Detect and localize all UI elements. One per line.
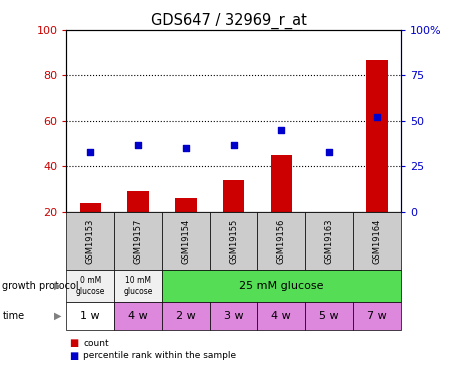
Text: 0 mM
glucose: 0 mM glucose [76, 276, 105, 296]
Text: ■: ■ [69, 338, 78, 348]
Text: 10 mM
glucose: 10 mM glucose [123, 276, 153, 296]
Text: GDS647 / 32969_r_at: GDS647 / 32969_r_at [151, 13, 307, 29]
Bar [175, 198, 196, 257]
Text: GSM19153: GSM19153 [86, 218, 95, 264]
Text: GSM19154: GSM19154 [181, 218, 191, 264]
Text: ▶: ▶ [54, 311, 61, 321]
Text: 3 w: 3 w [224, 311, 243, 321]
Point [182, 145, 190, 151]
Text: time: time [2, 311, 24, 321]
Text: growth protocol: growth protocol [2, 281, 79, 291]
Text: 2 w: 2 w [176, 311, 196, 321]
Point [373, 114, 381, 120]
Point [230, 142, 237, 148]
Text: 25 mM glucose: 25 mM glucose [239, 281, 324, 291]
Text: 4 w: 4 w [272, 311, 291, 321]
Text: count: count [83, 339, 109, 348]
Point [134, 142, 142, 148]
Text: 1 w: 1 w [81, 311, 100, 321]
Point [278, 127, 285, 133]
Text: ▶: ▶ [54, 281, 61, 291]
Text: GSM19156: GSM19156 [277, 218, 286, 264]
Text: 4 w: 4 w [128, 311, 148, 321]
Bar [223, 180, 244, 257]
Text: GSM19164: GSM19164 [372, 218, 382, 264]
Text: ■: ■ [69, 351, 78, 360]
Text: percentile rank within the sample: percentile rank within the sample [83, 351, 236, 360]
Point [87, 149, 94, 155]
Bar [80, 203, 101, 257]
Text: GSM19157: GSM19157 [134, 218, 142, 264]
Text: GSM19155: GSM19155 [229, 218, 238, 264]
Bar [366, 60, 387, 257]
Bar [318, 212, 340, 257]
Point [326, 149, 333, 155]
Bar [271, 155, 292, 257]
Text: GSM19163: GSM19163 [325, 218, 333, 264]
Text: 7 w: 7 w [367, 311, 387, 321]
Bar [127, 191, 149, 257]
Text: 5 w: 5 w [319, 311, 339, 321]
